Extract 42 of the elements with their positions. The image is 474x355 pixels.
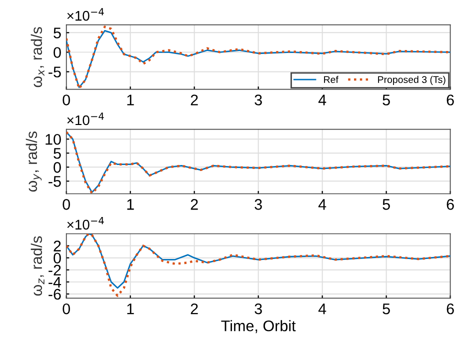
y-tick-label: -5 [48,66,61,78]
y-tick-label: 2 [54,240,61,252]
x-tick-label: 6 [446,199,454,210]
text: ×10$^{−4}$ [67,8,104,21]
x-tick-label: 3 [254,303,262,314]
legend-label: Ref [324,76,338,84]
text: ×10$^{−4}$ [67,217,104,230]
x-tick-label: 2 [190,303,198,314]
x-tick-label: 2 [190,94,198,106]
x-tick-label: 1 [127,304,134,314]
x-tick-label: 2 [190,199,198,210]
y-tick-label: 10 [46,134,61,145]
x-tick-label: 5 [382,199,390,210]
y-axis-title: ω$_{z}$, rad/s [30,236,44,296]
y-tick-label: -2 [48,264,61,276]
x-tick-label: 3 [254,94,262,106]
x-tick-label: 4 [318,304,326,314]
x-tick-label: 0 [62,94,70,106]
y-tick-label: 0 [54,252,61,264]
y-axis-title: ω$_{x}$, rad/s [30,27,44,88]
x-tick-label: 1 [127,94,134,106]
x-tick-label: 6 [446,303,454,314]
x-tick-label: 1 [127,199,134,210]
x-axis-title: Time, Orbit [221,320,296,334]
x-tick-label: 3 [254,199,262,210]
text: ×10$^{−4}$ [67,112,104,126]
x-tick-label: 4 [318,199,326,210]
y-tick-label: 5 [54,148,61,159]
legend-label: Proposed 3 (Ts) [378,76,446,85]
x-tick-label: 0 [62,303,70,314]
y-tick-label: 0 [54,47,61,58]
y-tick-label: -5 [48,176,61,187]
x-tick-label: 5 [382,304,390,314]
x-tick-label: 5 [382,94,390,106]
y-axis-title: ω$_{y}$, rad/s [26,132,42,192]
x-tick-label: 4 [318,94,326,106]
x-tick-label: 0 [62,199,70,210]
y-tick-label: -4 [48,276,62,288]
y-tick-label: -6 [48,288,61,300]
y-tick-label: 0 [54,162,61,173]
y-tick-label: 5 [54,28,61,38]
x-tick-label: 6 [446,94,454,106]
